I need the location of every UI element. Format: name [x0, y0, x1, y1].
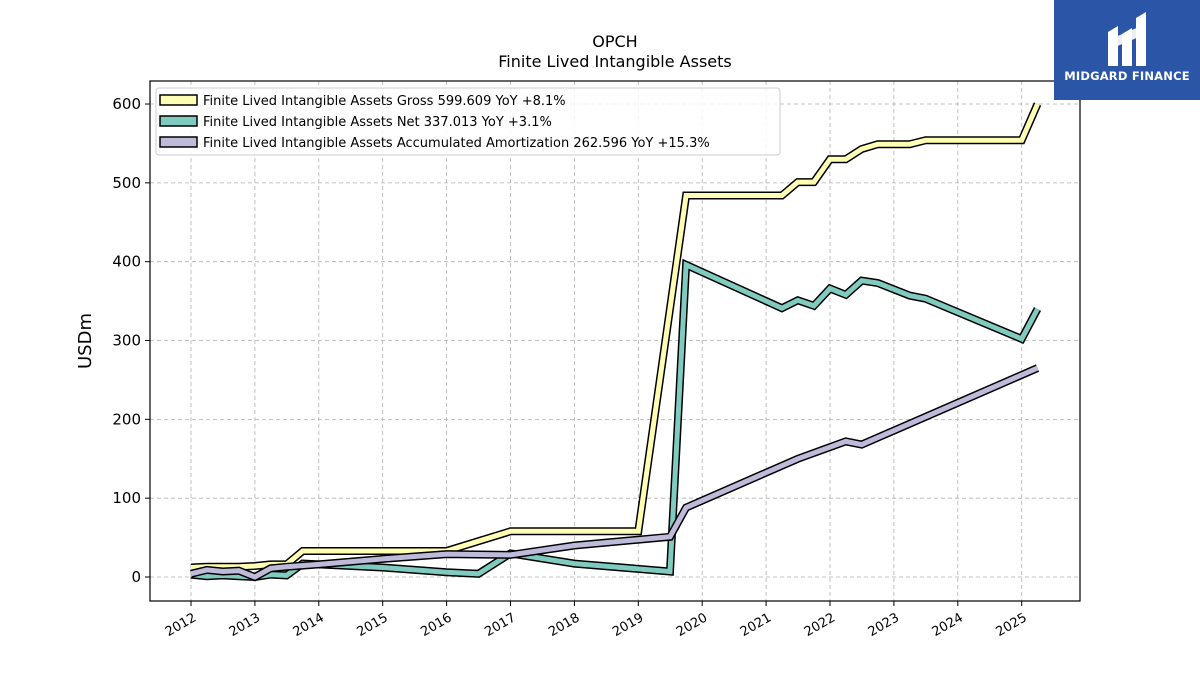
legend-label-3: Finite Lived Intangible Assets Accumulat…	[203, 136, 710, 151]
logo-text: MIDGARD FINANCE	[1064, 69, 1190, 83]
plot-frame	[149, 80, 1081, 602]
legend: Finite Lived Intangible Assets Gross 599…	[155, 87, 781, 156]
x-tick-label: 2014	[291, 610, 327, 640]
y-tick-label: 500	[112, 174, 141, 192]
legend-swatch-1	[159, 94, 198, 106]
x-tick-label: 2024	[930, 610, 966, 640]
x-tick-label: 2020	[674, 610, 710, 640]
chart-subtitle: Finite Lived Intangible Assets	[498, 52, 731, 71]
x-tick-label: 2025	[994, 610, 1030, 640]
y-tick-label: 0	[131, 568, 141, 586]
series-line-3	[190, 365, 1039, 580]
y-tick-label: 600	[112, 95, 141, 113]
x-axis-ticks: 2012 2013 2014 2015 2016 2017 2018 2019 2020 2021…	[163, 601, 1030, 640]
legend-label-1: Finite Lived Intangible Assets Gross 599…	[203, 94, 566, 109]
series-line-1	[190, 103, 1040, 570]
grid-lines	[150, 81, 1080, 601]
x-tick-label: 2013	[227, 610, 263, 640]
brand-logo: MIDGARD FINANCE	[1054, 0, 1200, 100]
legend-box	[155, 87, 781, 156]
x-tick-label: 2019	[610, 610, 646, 640]
series-lines	[190, 102, 1042, 582]
y-tick-label: 100	[112, 489, 141, 507]
x-tick-label: 2016	[418, 610, 454, 640]
x-tick-label: 2012	[163, 610, 199, 640]
x-tick-label: 2015	[355, 610, 391, 640]
legend-swatch-2	[159, 115, 198, 127]
chart-title: OPCH	[592, 32, 637, 51]
legend-label-2: Finite Lived Intangible Assets Net 337.0…	[203, 115, 552, 130]
y-axis-label: USDm	[75, 313, 96, 369]
series-line-outline-3	[190, 364, 1040, 582]
legend-swatch-3	[159, 136, 198, 148]
y-tick-label: 400	[112, 253, 141, 271]
y-axis-ticks: 0 100 200 300 400 500 600	[112, 95, 150, 586]
y-tick-label: 200	[112, 410, 141, 428]
x-tick-label: 2017	[482, 610, 518, 640]
y-tick-label: 300	[112, 332, 141, 350]
x-tick-label: 2021	[738, 610, 774, 640]
logo-mark-icon	[1108, 12, 1146, 66]
x-tick-label: 2023	[866, 610, 902, 640]
x-tick-label: 2022	[802, 610, 838, 640]
x-tick-label: 2018	[546, 610, 582, 640]
